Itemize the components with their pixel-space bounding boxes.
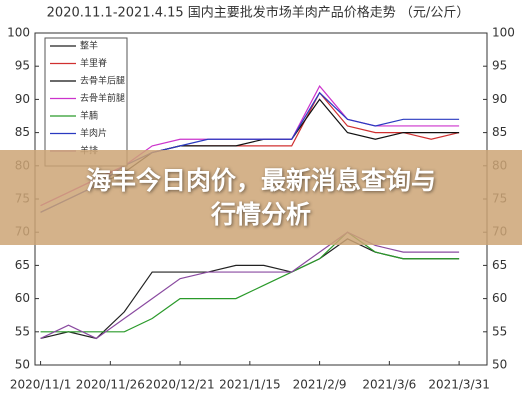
x-tick-label: 2021/2/9 — [293, 378, 347, 392]
x-tick-label: 2021/1/15 — [219, 378, 281, 392]
y2-tick-label: 100 — [492, 26, 515, 40]
y-tick-label: 95 — [15, 59, 30, 73]
legend-label: 羊腩 — [80, 110, 98, 122]
series-line — [40, 231, 460, 333]
y2-tick-label: 60 — [492, 291, 507, 305]
legend-label: 羊肉片 — [80, 127, 107, 139]
y2-tick-label: 90 — [492, 92, 507, 106]
banner: 海丰今日肉价，最新消息查询与 行情分析 — [0, 150, 522, 245]
y-tick-label: 60 — [15, 291, 30, 305]
chart-title: 2020.11.1-2021.4.15 国内主要批发市场羊肉产品价格走势 （元/… — [47, 5, 470, 21]
y2-tick-label: 55 — [492, 324, 507, 338]
x-tick-label: 2021/3/31 — [428, 378, 490, 392]
y-tick-label: 100 — [7, 26, 30, 40]
y-tick-label: 50 — [15, 358, 30, 372]
legend-label: 去骨羊前腿 — [80, 92, 125, 104]
y-tick-label: 55 — [15, 324, 30, 338]
x-tick-label: 2020/12/21 — [146, 378, 215, 392]
banner-line: 海丰今日肉价，最新消息查询与 — [85, 165, 436, 195]
legend-label: 羊里脊 — [80, 57, 107, 69]
y2-tick-label: 95 — [492, 59, 507, 73]
y-tick-label: 85 — [15, 125, 30, 139]
legend-label: 去骨羊后腿 — [80, 75, 125, 87]
legend-label: 整羊 — [80, 40, 98, 52]
x-tick-label: 2020/11/26 — [76, 378, 145, 392]
y2-tick-label: 50 — [492, 358, 507, 372]
legend-box — [44, 37, 128, 167]
x-tick-label: 2020/11/1 — [10, 378, 72, 392]
y-tick-label: 65 — [15, 258, 30, 272]
x-tick-label: 2021/3/6 — [362, 378, 416, 392]
banner-line: 行情分析 — [210, 199, 311, 229]
y-tick-label: 90 — [15, 92, 30, 106]
y2-tick-label: 65 — [492, 258, 507, 272]
series-line — [40, 238, 460, 340]
series-line — [40, 231, 460, 340]
y2-tick-label: 85 — [492, 125, 507, 139]
